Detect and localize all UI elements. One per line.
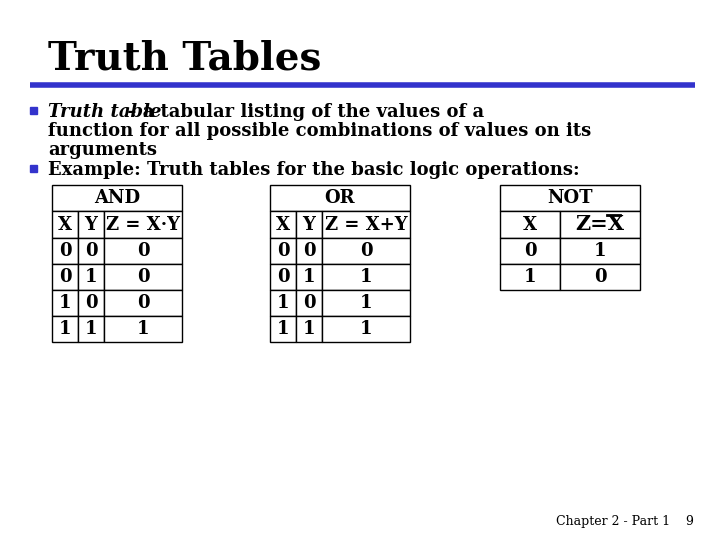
Text: 1: 1 xyxy=(59,320,71,338)
Text: 0: 0 xyxy=(360,242,372,260)
Bar xyxy=(270,185,410,211)
Bar xyxy=(104,290,182,316)
Bar xyxy=(104,264,182,290)
Bar xyxy=(52,264,78,290)
Text: X: X xyxy=(276,215,290,233)
Bar xyxy=(52,290,78,316)
Text: 0: 0 xyxy=(59,268,71,286)
Text: 1: 1 xyxy=(360,320,372,338)
Bar xyxy=(52,238,78,264)
Bar xyxy=(560,211,640,238)
Bar xyxy=(322,290,410,316)
Text: NOT: NOT xyxy=(547,189,593,207)
Bar xyxy=(296,211,322,238)
Text: 1: 1 xyxy=(276,294,289,312)
Bar xyxy=(296,316,322,342)
Text: Truth Tables: Truth Tables xyxy=(48,40,321,78)
Bar xyxy=(78,264,104,290)
Bar xyxy=(30,107,37,114)
Text: Y: Y xyxy=(84,215,97,233)
Text: 0: 0 xyxy=(302,242,315,260)
Bar xyxy=(500,264,560,290)
Bar xyxy=(296,264,322,290)
Text: 0: 0 xyxy=(59,242,71,260)
Text: Chapter 2 - Part 1: Chapter 2 - Part 1 xyxy=(556,515,670,528)
Bar xyxy=(104,316,182,342)
Text: 1: 1 xyxy=(360,294,372,312)
Bar xyxy=(270,211,296,238)
Text: Z = X·Y: Z = X·Y xyxy=(106,215,180,233)
Bar xyxy=(500,185,640,211)
Bar xyxy=(52,185,182,211)
Bar xyxy=(30,165,37,172)
Bar xyxy=(270,290,296,316)
Bar xyxy=(270,316,296,342)
Bar xyxy=(322,238,410,264)
Text: 0: 0 xyxy=(523,242,536,260)
Text: – a tabular listing of the values of a: – a tabular listing of the values of a xyxy=(121,103,484,121)
Bar xyxy=(560,264,640,290)
Bar xyxy=(78,238,104,264)
Text: 0: 0 xyxy=(137,268,149,286)
Bar xyxy=(78,290,104,316)
Text: 0: 0 xyxy=(276,268,289,286)
Bar xyxy=(322,211,410,238)
Bar xyxy=(78,211,104,238)
Text: 1: 1 xyxy=(85,320,97,338)
Bar xyxy=(104,238,182,264)
Text: Example: Truth tables for the basic logic operations:: Example: Truth tables for the basic logi… xyxy=(48,161,580,179)
Bar xyxy=(270,264,296,290)
Text: X: X xyxy=(58,215,72,233)
Text: 1: 1 xyxy=(276,320,289,338)
Text: 0: 0 xyxy=(594,268,606,286)
Text: 1: 1 xyxy=(302,320,315,338)
Text: 0: 0 xyxy=(85,242,97,260)
Text: 1: 1 xyxy=(137,320,149,338)
Text: arguments: arguments xyxy=(48,141,157,159)
Text: 0: 0 xyxy=(302,294,315,312)
Text: 1: 1 xyxy=(302,268,315,286)
Text: 1: 1 xyxy=(594,242,606,260)
Bar xyxy=(270,238,296,264)
Bar xyxy=(500,211,560,238)
Bar xyxy=(52,211,78,238)
Text: Z = X+Y: Z = X+Y xyxy=(325,215,408,233)
Bar xyxy=(500,238,560,264)
Text: 1: 1 xyxy=(85,268,97,286)
Text: 1: 1 xyxy=(59,294,71,312)
Text: AND: AND xyxy=(94,189,140,207)
Bar xyxy=(322,264,410,290)
Text: 1: 1 xyxy=(523,268,536,286)
Text: 0: 0 xyxy=(137,294,149,312)
Text: OR: OR xyxy=(325,189,355,207)
Text: Truth table: Truth table xyxy=(48,103,161,121)
Text: X: X xyxy=(523,215,537,233)
Text: 9: 9 xyxy=(685,515,693,528)
Bar xyxy=(560,238,640,264)
Text: Z=X: Z=X xyxy=(575,214,624,234)
Text: function for all possible combinations of values on its: function for all possible combinations o… xyxy=(48,122,591,140)
Text: Y: Y xyxy=(302,215,315,233)
Text: 1: 1 xyxy=(360,268,372,286)
Bar xyxy=(78,316,104,342)
Text: 0: 0 xyxy=(85,294,97,312)
Text: 0: 0 xyxy=(137,242,149,260)
Bar xyxy=(104,211,182,238)
Bar xyxy=(296,238,322,264)
Text: 0: 0 xyxy=(276,242,289,260)
Bar xyxy=(322,316,410,342)
Bar xyxy=(296,290,322,316)
Bar xyxy=(52,316,78,342)
